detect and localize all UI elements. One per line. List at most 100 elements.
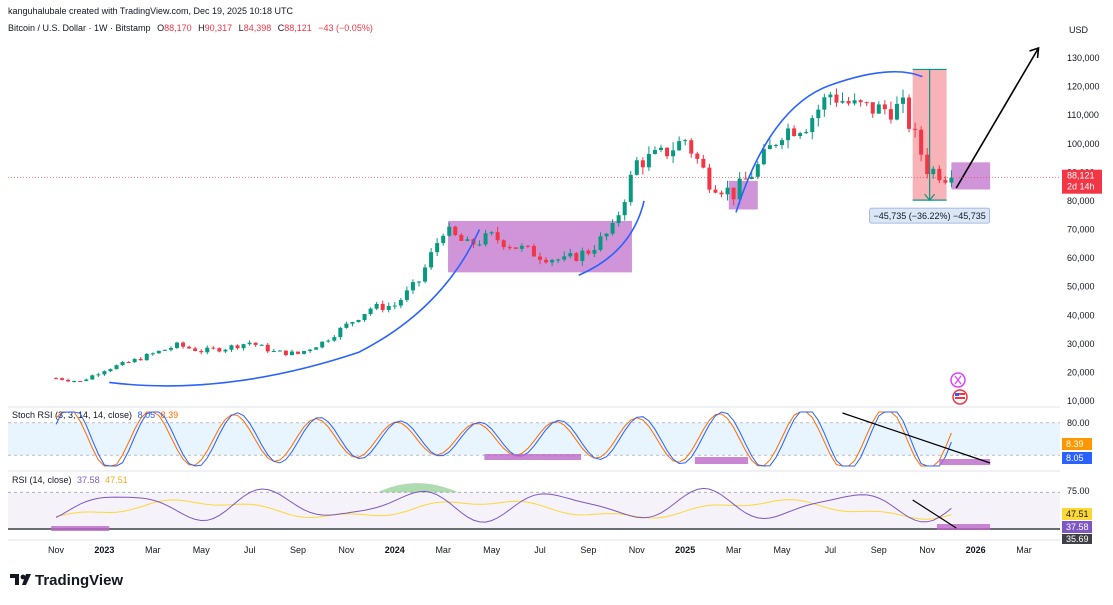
candle-body xyxy=(665,147,670,157)
parabolic-arc-2 xyxy=(578,200,645,276)
trend-drawings xyxy=(109,46,1040,387)
candle-body xyxy=(302,351,307,354)
candle-body xyxy=(749,176,754,179)
candle-body xyxy=(810,118,815,133)
rsi-upper-band-label: 75.00 xyxy=(1067,486,1090,496)
candle-body xyxy=(332,337,337,341)
candle-body xyxy=(852,100,857,104)
candle-body xyxy=(114,365,119,370)
candles xyxy=(54,88,954,383)
time-tick-label: Nov xyxy=(338,545,355,555)
candle-body xyxy=(453,226,458,235)
candle-body xyxy=(610,223,615,234)
candle-body xyxy=(737,178,742,200)
measure-arrow xyxy=(924,193,936,202)
ohlc-high-label: H xyxy=(198,23,205,33)
price-tick-label: 70,000 xyxy=(1067,225,1095,235)
candle-body xyxy=(574,253,579,261)
candle-body xyxy=(937,168,942,181)
candle-body xyxy=(544,259,549,263)
candle-body xyxy=(259,344,264,346)
candle-body xyxy=(798,133,803,137)
symbol-name: Bitcoin / U.S. Dollar · 1W · Bitstamp xyxy=(8,23,151,33)
candle-body xyxy=(96,374,101,376)
candle-body xyxy=(846,101,851,104)
event-icon[interactable] xyxy=(950,372,966,388)
time-tick-label: 2026 xyxy=(966,545,986,555)
candle-body xyxy=(519,245,524,249)
stoch-box-3 xyxy=(939,459,991,465)
candle-body xyxy=(901,97,905,104)
candle-body xyxy=(489,232,494,234)
candle-body xyxy=(646,153,651,168)
price-tick-label: 100,000 xyxy=(1067,139,1100,149)
candle-body xyxy=(562,256,567,260)
rsi-band-fill xyxy=(8,492,1060,529)
candle-body xyxy=(634,160,639,175)
time-tick-label: Sep xyxy=(871,545,887,555)
rsi-level-tag xyxy=(1062,534,1092,544)
candle-body xyxy=(659,147,663,151)
ohlc-open-label: O xyxy=(157,23,164,33)
candle-body xyxy=(495,232,500,241)
ohlc-change: −43 (−0.05%) xyxy=(318,23,373,33)
candle-body xyxy=(156,350,161,354)
candle-body xyxy=(858,100,863,103)
price-tick-label: 130,000 xyxy=(1067,53,1100,63)
price-tick-label: 60,000 xyxy=(1067,253,1095,263)
candle-body xyxy=(404,290,409,300)
time-tick-label: May xyxy=(773,545,791,555)
range-box-2024 xyxy=(448,220,632,273)
time-tick-label: Jul xyxy=(534,545,546,555)
time-tick-label: Sep xyxy=(290,545,306,555)
candle-body xyxy=(822,97,827,110)
candle-body xyxy=(72,381,77,383)
ohlc-open-value: 88,170 xyxy=(164,23,192,33)
rsi-pane xyxy=(8,483,1060,531)
candle-body xyxy=(277,350,282,352)
stoch-d-value: 8.39 xyxy=(161,410,179,420)
candle-body xyxy=(707,167,712,190)
candle-body xyxy=(447,226,452,236)
measure-label-box xyxy=(869,207,991,224)
candle-body xyxy=(882,104,887,110)
candle-body xyxy=(531,245,536,257)
candle-body xyxy=(108,369,113,372)
candle-body xyxy=(126,361,131,363)
candle-body xyxy=(78,381,83,383)
candle-body xyxy=(162,349,167,351)
candle-body xyxy=(168,347,173,350)
candle-body xyxy=(907,97,912,129)
stoch-box-1 xyxy=(484,454,582,460)
price-tick-label: 30,000 xyxy=(1067,339,1095,349)
candle-body xyxy=(459,234,464,241)
candle-body xyxy=(289,351,294,356)
stoch-k-line xyxy=(55,411,952,467)
candle-body xyxy=(175,342,179,348)
candle-body xyxy=(931,168,936,175)
time-tick-label: Mar xyxy=(726,545,742,555)
candle-body xyxy=(223,349,228,352)
time-tick-label: Sep xyxy=(580,545,596,555)
candle-body xyxy=(550,259,555,263)
candle-body xyxy=(229,345,234,350)
candle-body xyxy=(913,128,918,130)
us-flag-icon[interactable] xyxy=(952,389,968,405)
candle-body xyxy=(410,282,415,291)
parabolic-arc-1 xyxy=(109,229,481,387)
candle-body xyxy=(283,350,288,356)
price-tick-label: 40,000 xyxy=(1067,310,1095,320)
candle-body xyxy=(66,379,71,382)
stoch-d-tag xyxy=(1062,438,1092,450)
candle-body xyxy=(211,347,216,349)
candle-body xyxy=(888,109,893,120)
candle-body xyxy=(477,244,482,246)
candle-body xyxy=(314,347,319,350)
candle-body xyxy=(217,348,222,352)
stoch-upper-band-label: 80.00 xyxy=(1067,418,1090,428)
stoch-k-tag-value: 8.05 xyxy=(1066,453,1084,463)
rsi-divergence-line xyxy=(912,499,957,529)
candle-body xyxy=(804,132,809,134)
candle-body xyxy=(816,109,821,119)
price-tick-label: 120,000 xyxy=(1067,82,1100,92)
